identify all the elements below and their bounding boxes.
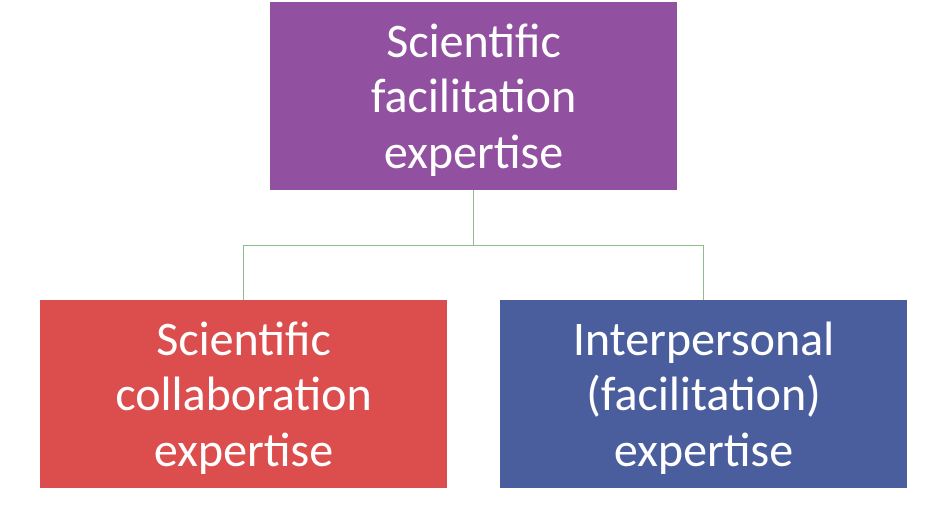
node-right-label: Interpersonal (facilitation) expertise	[520, 311, 887, 477]
connector-right-drop	[703, 245, 704, 300]
connector-trunk	[473, 190, 474, 245]
node-left-label: Scientific collaboration expertise	[60, 311, 427, 477]
connector-branch	[243, 245, 703, 246]
connector-left-drop	[243, 245, 244, 300]
node-right: Interpersonal (facilitation) expertise	[500, 300, 907, 488]
node-root: Scientific facilitation expertise	[270, 2, 677, 190]
node-root-label: Scientific facilitation expertise	[290, 13, 657, 179]
expertise-tree-diagram: Scientific facilitation expertise Scient…	[0, 0, 947, 520]
node-left: Scientific collaboration expertise	[40, 300, 447, 488]
